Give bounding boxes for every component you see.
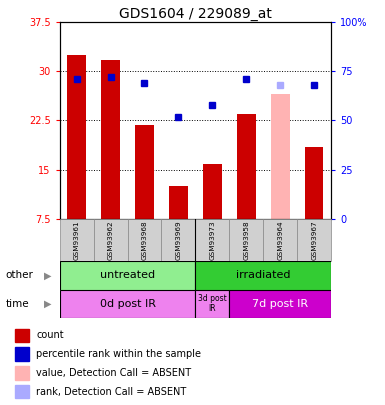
Text: GSM93961: GSM93961: [74, 220, 80, 260]
Bar: [15, 347, 28, 361]
Bar: [94, 219, 127, 261]
Text: ▶: ▶: [44, 299, 52, 309]
Bar: [305, 147, 323, 219]
Text: GSM93967: GSM93967: [311, 220, 317, 260]
Bar: [60, 290, 195, 318]
Bar: [60, 219, 94, 261]
Text: percentile rank within the sample: percentile rank within the sample: [36, 349, 201, 359]
Text: untreated: untreated: [100, 271, 155, 280]
Text: 3d post
IR: 3d post IR: [198, 294, 227, 313]
Bar: [15, 385, 28, 399]
Bar: [67, 55, 86, 219]
Bar: [263, 219, 297, 261]
Bar: [127, 219, 161, 261]
Bar: [60, 261, 195, 290]
Text: GSM93958: GSM93958: [243, 220, 249, 260]
Text: GSM93973: GSM93973: [209, 220, 215, 260]
Bar: [229, 290, 331, 318]
Bar: [135, 125, 154, 219]
Bar: [15, 328, 28, 342]
Bar: [15, 366, 28, 379]
Text: GSM93962: GSM93962: [107, 220, 114, 260]
Text: rank, Detection Call = ABSENT: rank, Detection Call = ABSENT: [36, 387, 186, 396]
Text: count: count: [36, 330, 64, 340]
Bar: [203, 164, 222, 219]
Bar: [229, 219, 263, 261]
Text: irradiated: irradiated: [236, 271, 291, 280]
Text: GSM93969: GSM93969: [176, 220, 181, 260]
Text: value, Detection Call = ABSENT: value, Detection Call = ABSENT: [36, 368, 191, 378]
Bar: [297, 219, 331, 261]
Text: other: other: [6, 271, 33, 280]
Bar: [195, 261, 331, 290]
Bar: [169, 186, 188, 219]
Text: 7d post IR: 7d post IR: [252, 299, 308, 309]
Title: GDS1604 / 229089_at: GDS1604 / 229089_at: [119, 7, 272, 21]
Bar: [101, 60, 120, 219]
Bar: [195, 219, 229, 261]
Text: time: time: [6, 299, 29, 309]
Text: GSM93968: GSM93968: [142, 220, 147, 260]
Bar: [237, 114, 256, 219]
Bar: [161, 219, 195, 261]
Bar: [195, 290, 229, 318]
Text: ▶: ▶: [44, 271, 52, 280]
Text: GSM93964: GSM93964: [277, 220, 283, 260]
Bar: [271, 94, 290, 219]
Text: 0d post IR: 0d post IR: [100, 299, 156, 309]
